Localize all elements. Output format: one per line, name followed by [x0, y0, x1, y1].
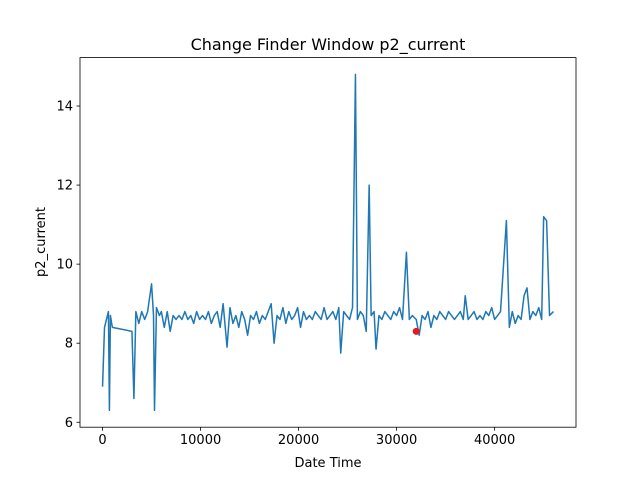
y-axis-label: p2_current [34, 207, 49, 277]
y-tick-label: 10 [56, 258, 73, 273]
x-tick-label: 40000 [474, 433, 515, 448]
change-point [412, 327, 420, 335]
x-axis-label: Date Time [294, 456, 361, 471]
x-tick-label: 0 [98, 433, 106, 448]
y-tick-label: 14 [56, 100, 73, 115]
chart-title: Change Finder Window p2_current [191, 35, 466, 55]
plot-frame [79, 57, 577, 428]
y-tick-label: 6 [65, 416, 73, 431]
x-tick-label: 30000 [376, 433, 417, 448]
x-tick-label: 10000 [180, 433, 221, 448]
y-tick-label: 12 [56, 179, 73, 194]
y-tick-label: 8 [65, 337, 73, 352]
data-line [101, 73, 554, 412]
x-tick-label: 20000 [278, 433, 319, 448]
